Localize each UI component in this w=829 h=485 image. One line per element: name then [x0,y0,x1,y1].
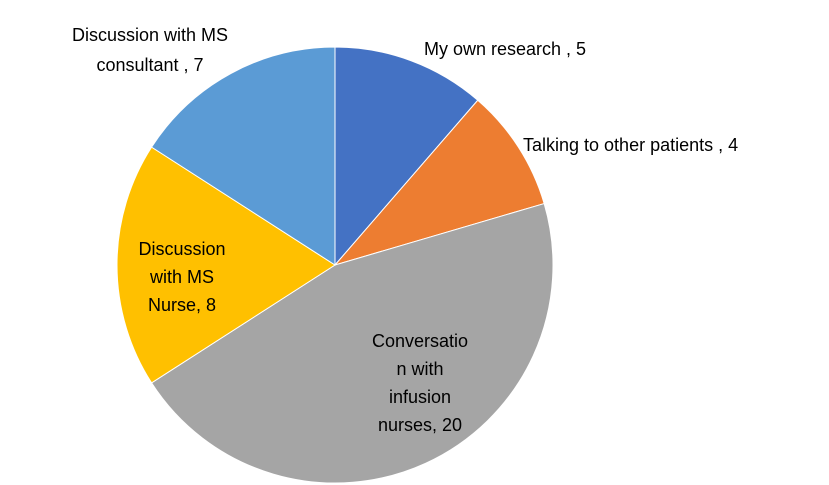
data-label: Conversatio n with infusion nurses, 20 [372,331,468,435]
pie-slice [116,146,336,384]
pie-slice [150,46,336,266]
pie-slice [334,46,479,267]
pie-slice [333,99,545,266]
data-label: Talking to other patients , 4 [523,135,738,155]
data-label: Discussion with MS Nurse, 8 [138,239,225,315]
data-label: My own research , 5 [424,39,586,59]
pie-slice [150,202,554,484]
data-label: Discussion with MS consultant , 7 [72,25,228,75]
